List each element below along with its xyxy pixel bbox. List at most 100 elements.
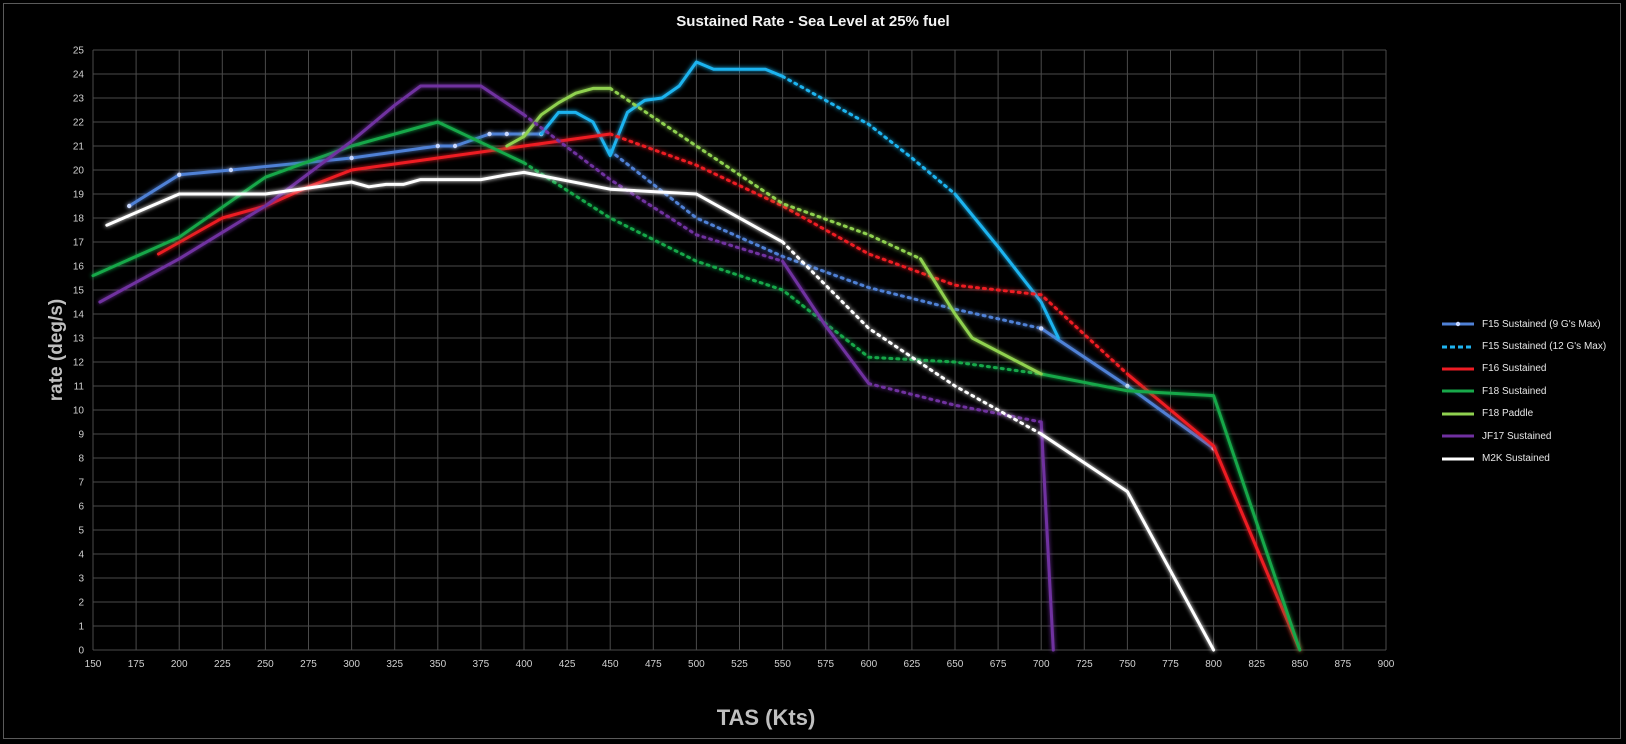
y-tick-label: 4 [78, 550, 84, 561]
series-line-dotted [608, 132, 1129, 376]
series-line [953, 192, 1060, 340]
series-line [105, 170, 785, 244]
legend-item: F15 Sustained (12 G's Max) [1440, 335, 1626, 357]
legend-label: JF17 Sustained [1482, 430, 1552, 442]
series-0 [127, 131, 1216, 451]
legend-label: F16 Sustained [1482, 363, 1547, 375]
legend-item: F18 Sustained [1440, 380, 1626, 402]
x-tick-label: 775 [1162, 659, 1179, 670]
x-tick-label: 250 [257, 659, 274, 670]
y-tick-label: 16 [73, 262, 85, 273]
series-2 [157, 132, 1302, 652]
y-tick-label: 18 [73, 214, 85, 225]
grid [92, 49, 1387, 651]
y-tick-label: 14 [73, 310, 85, 321]
x-tick-label: 725 [1076, 659, 1093, 670]
x-tick-label: 475 [645, 659, 662, 670]
series-line [91, 120, 526, 278]
series-line [1039, 372, 1302, 652]
series-line [1039, 432, 1216, 652]
series-line-dotted [867, 382, 1043, 424]
x-tick-label: 200 [171, 659, 188, 670]
x-tick-label: 325 [386, 659, 403, 670]
legend-swatch [1442, 434, 1474, 438]
y-tick-label: 17 [73, 238, 85, 249]
series-5 [98, 84, 1055, 652]
series-line [1039, 420, 1055, 652]
series-line [505, 86, 612, 148]
legend-item: M2K Sustained [1440, 447, 1626, 469]
y-tick-label: 1 [78, 622, 84, 633]
x-tick-label: 675 [990, 659, 1007, 670]
x-tick-label: 600 [860, 659, 877, 670]
y-tick-label: 10 [73, 406, 85, 417]
x-tick-label: 275 [300, 659, 317, 670]
legend-item: JF17 Sustained [1440, 425, 1626, 447]
y-axis-title: rate (deg/s) [46, 299, 67, 401]
y-tick-label: 20 [73, 166, 85, 177]
x-tick-label: 575 [817, 659, 834, 670]
y-tick-label: 22 [73, 118, 85, 129]
data-point [504, 131, 509, 137]
legend-label: F15 Sustained (12 G's Max) [1482, 341, 1607, 353]
y-tick-label: 8 [78, 454, 84, 465]
data-point [127, 203, 132, 209]
legend-swatch [1442, 321, 1474, 327]
data-point [1039, 326, 1044, 331]
x-tick-label: 625 [904, 659, 921, 670]
x-tick-label: 450 [602, 659, 619, 670]
y-tick-label: 9 [78, 430, 84, 441]
x-tick-label: 825 [1248, 659, 1265, 670]
y-tick-label: 19 [73, 190, 85, 201]
series-line [157, 132, 612, 256]
legend-label: M2K Sustained [1482, 453, 1550, 465]
legend-swatch [1442, 345, 1474, 349]
legend-swatch [1442, 412, 1474, 416]
y-tick-label: 15 [73, 286, 85, 297]
x-tick-label: 300 [343, 659, 360, 670]
x-tick-label: 700 [1033, 659, 1050, 670]
legend-swatch [1442, 457, 1474, 461]
legend-swatch [1442, 389, 1474, 393]
tick-labels: 150 175 200 225 250 275 300 325 350 375 400 425 450 4… [73, 46, 1395, 671]
legend-swatch [1442, 367, 1474, 371]
x-tick-label: 375 [473, 659, 490, 670]
data-point [452, 143, 458, 149]
data-point [349, 155, 354, 161]
x-axis-title: TAS (Kts) [717, 705, 816, 730]
x-tick-label: 875 [1335, 659, 1352, 670]
y-tick-label: 23 [73, 94, 85, 105]
legend-label: F18 Paddle [1482, 408, 1534, 420]
y-tick-label: 3 [78, 574, 84, 585]
series-6 [105, 170, 1216, 652]
x-tick-label: 500 [688, 659, 705, 670]
series-line-dotted [522, 113, 785, 263]
x-tick-label: 150 [85, 659, 102, 670]
y-tick-label: 0 [78, 646, 84, 657]
x-tick-label: 225 [214, 659, 231, 670]
series-1 [539, 60, 1060, 340]
y-tick-label: 12 [73, 358, 85, 369]
x-tick-label: 425 [559, 659, 576, 670]
x-tick-label: 650 [947, 659, 964, 670]
data-point [1125, 383, 1130, 389]
series-lines [91, 60, 1302, 652]
x-tick-label: 750 [1119, 659, 1136, 670]
x-tick-label: 400 [516, 659, 533, 670]
legend-label: F18 Sustained [1482, 385, 1547, 397]
chart-frame [3, 3, 1621, 739]
data-point [177, 172, 182, 177]
series-3 [91, 120, 1302, 652]
x-tick-label: 350 [429, 659, 446, 670]
y-tick-label: 21 [73, 142, 85, 153]
series-line-dotted [781, 240, 1043, 436]
series-line [1125, 372, 1302, 652]
x-tick-label: 525 [731, 659, 748, 670]
y-tick-label: 2 [78, 598, 84, 609]
y-tick-label: 13 [73, 334, 85, 345]
legend-item: F15 Sustained (9 G's Max) [1440, 313, 1626, 335]
data-point [228, 167, 234, 173]
chart-title: Sustained Rate - Sea Level at 25% fuel [676, 13, 950, 30]
x-tick-label: 550 [774, 659, 791, 670]
series-line-dotted [608, 149, 1043, 330]
